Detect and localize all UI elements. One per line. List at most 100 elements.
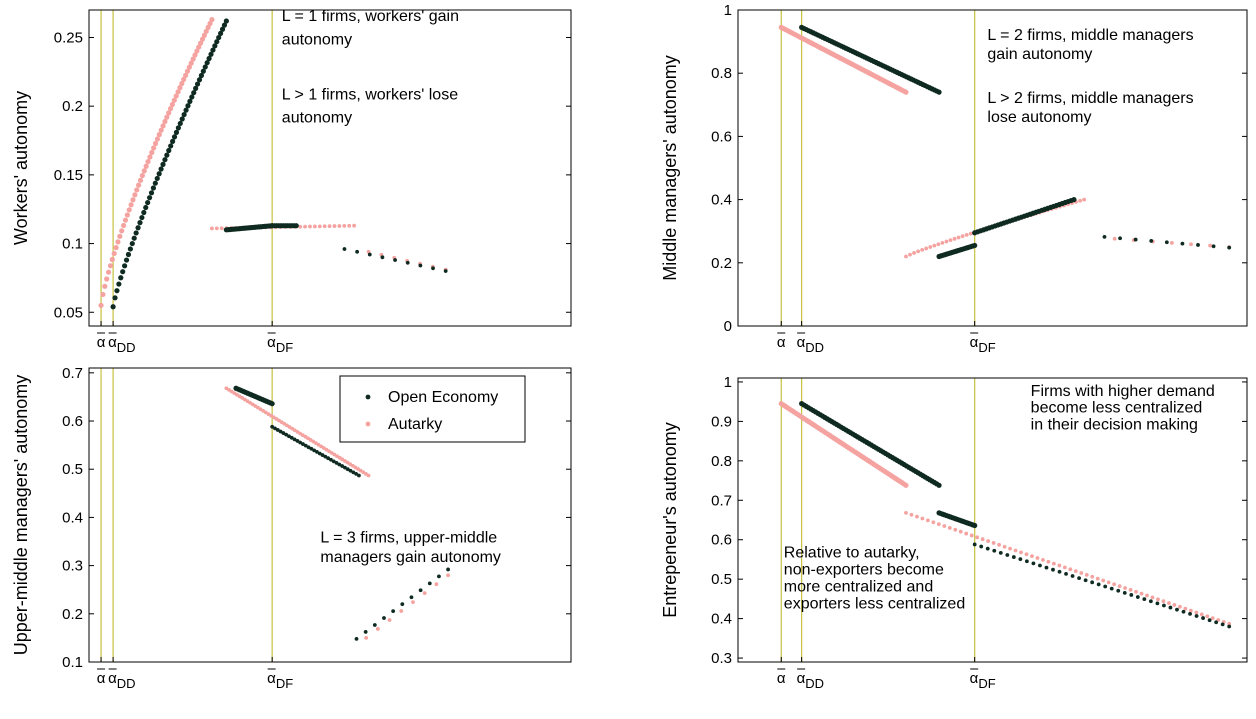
annotation: autonomy	[282, 110, 352, 127]
y-tick-label: 0.7	[711, 492, 732, 509]
data-point	[411, 600, 415, 604]
annotation: L = 2 firms, middle managers	[987, 27, 1193, 44]
data-point	[153, 141, 158, 146]
data-point	[143, 205, 148, 210]
data-point	[937, 522, 941, 526]
data-point	[1156, 601, 1160, 605]
y-tick-label: 0.5	[711, 571, 732, 588]
data-point	[215, 226, 219, 230]
data-point	[1005, 553, 1009, 557]
y-tick-label: 0.8	[711, 65, 732, 82]
data-point	[999, 551, 1003, 555]
y-axis-label: Middle managers' autonomy	[660, 55, 680, 281]
data-point	[904, 511, 908, 515]
data-point	[393, 258, 397, 262]
data-point	[1173, 603, 1177, 607]
data-point	[1149, 239, 1153, 243]
data-point	[127, 207, 132, 212]
data-point	[342, 224, 346, 228]
data-point	[355, 637, 359, 641]
data-point	[434, 582, 438, 586]
data-point	[1097, 583, 1101, 587]
data-point	[916, 250, 920, 254]
data-point	[1112, 582, 1116, 586]
data-point	[158, 166, 163, 171]
data-point	[1221, 622, 1225, 626]
data-point	[1169, 606, 1173, 610]
data-point	[1113, 237, 1117, 241]
data-point	[1085, 573, 1089, 577]
data-point	[1201, 616, 1205, 620]
data-point	[164, 153, 169, 158]
data-point	[1156, 597, 1160, 601]
data-point	[924, 247, 928, 251]
data-point	[106, 270, 111, 275]
data-point	[969, 232, 973, 236]
annotation: lose autonomy	[987, 109, 1091, 126]
data-point	[903, 90, 908, 95]
data-point	[1167, 601, 1171, 605]
data-point	[1008, 547, 1012, 551]
data-point	[975, 535, 979, 539]
data-point	[1134, 590, 1138, 594]
annotation: L > 2 firms, middle managers	[987, 90, 1193, 107]
data-point	[932, 244, 936, 248]
data-point	[112, 295, 117, 300]
data-point	[151, 185, 156, 190]
y-tick-label: 0.3	[62, 558, 83, 575]
data-point	[303, 225, 307, 229]
data-point	[1118, 236, 1122, 240]
data-point	[155, 176, 160, 181]
data-point	[410, 595, 414, 599]
data-point	[972, 523, 977, 528]
data-point	[948, 526, 952, 530]
data-point	[926, 519, 930, 523]
data-point	[1178, 605, 1182, 609]
y-axis-label: Workers' autonomy	[11, 91, 31, 245]
legend: Open Economy Autarky	[340, 376, 525, 442]
y-tick-label: 0.3	[711, 650, 732, 667]
data-point	[1068, 567, 1072, 571]
annotation: non-exporters become	[784, 561, 944, 578]
x-marker-label: α	[97, 670, 106, 687]
data-point	[160, 162, 165, 167]
data-point	[915, 515, 919, 519]
data-point	[399, 609, 403, 613]
data-point	[111, 304, 116, 309]
annotation: managers gain autonomy	[320, 549, 501, 566]
data-point	[174, 130, 179, 135]
data-point	[1071, 574, 1075, 578]
data-point	[210, 227, 214, 231]
y-tick-label: 0.2	[62, 98, 83, 115]
data-point	[1090, 580, 1094, 584]
data-point	[1208, 244, 1212, 248]
x-marker-subscript: DD	[805, 676, 824, 691]
data-point	[945, 240, 949, 244]
annotation: Firms with higher demand	[1031, 383, 1215, 400]
series-open-economy	[111, 18, 448, 309]
annotation: L = 1 firms, workers' gain	[282, 8, 459, 25]
data-point	[446, 568, 450, 572]
data-point	[1212, 244, 1216, 248]
data-point	[1165, 240, 1169, 244]
data-point	[1077, 576, 1081, 580]
data-point	[157, 171, 162, 176]
data-point	[313, 225, 317, 229]
data-point	[122, 263, 127, 268]
data-point	[323, 224, 327, 228]
data-point	[1032, 561, 1036, 565]
data-point	[986, 547, 990, 551]
data-point	[970, 534, 974, 538]
data-point	[997, 543, 1001, 547]
data-point	[953, 528, 957, 532]
data-point	[431, 266, 435, 270]
legend-marker-autarky	[366, 422, 371, 427]
data-point	[123, 218, 128, 223]
data-point	[124, 257, 129, 262]
data-point	[144, 164, 149, 169]
x-marker-label: αDF	[970, 334, 996, 355]
data-point	[1189, 242, 1193, 246]
data-point	[437, 575, 441, 579]
data-point	[1079, 571, 1083, 575]
data-point	[176, 125, 181, 130]
